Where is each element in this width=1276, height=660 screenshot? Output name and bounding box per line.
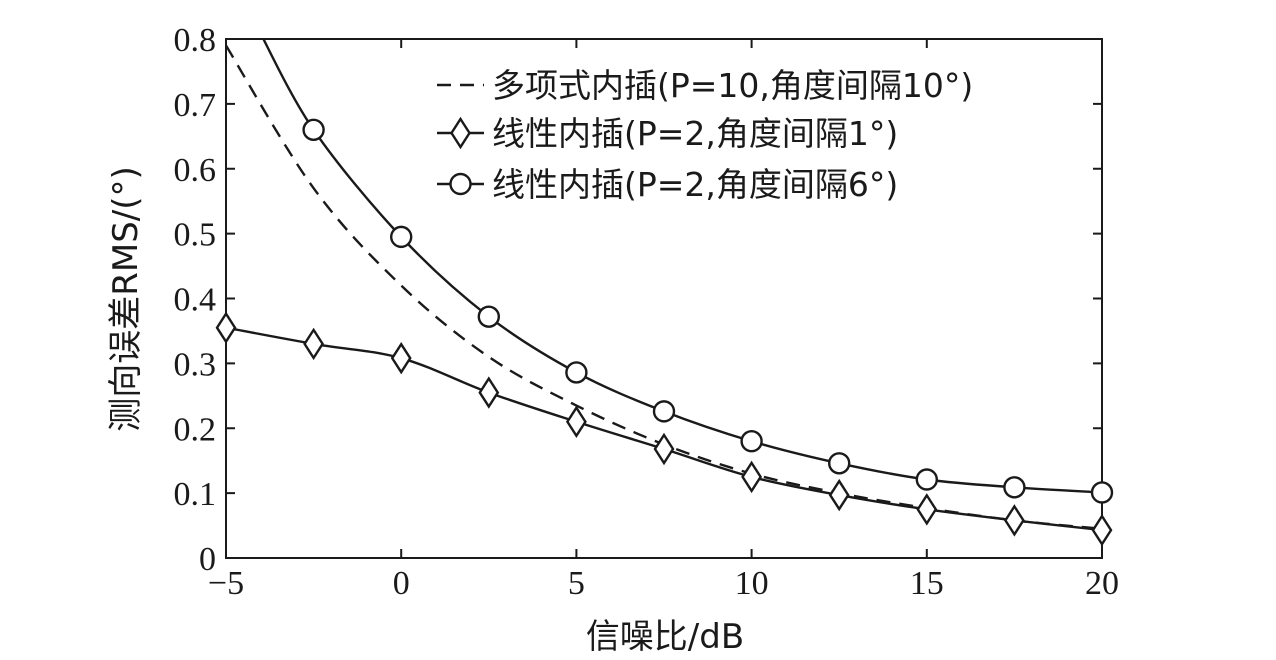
diamond-marker <box>215 311 237 344</box>
y-tick-label: 0.1 <box>174 476 217 513</box>
diamond-marker <box>450 116 471 150</box>
diamond-marker <box>1003 504 1025 537</box>
y-tick-label: 0.7 <box>174 87 217 124</box>
y-tick-label: 0.4 <box>174 282 217 319</box>
legend-entry-1: 多项式内插(P=10,角度间隔10°) <box>437 66 973 105</box>
y-tick-label: 0.5 <box>174 217 217 254</box>
legend-entry-2: 线性内插(P=2,角度间隔1°) <box>437 114 898 153</box>
diamond-marker <box>390 341 412 375</box>
series-2 <box>215 311 1113 547</box>
circle-marker <box>1090 481 1114 504</box>
x-tick-label: 20 <box>1085 565 1119 602</box>
diamond-marker <box>741 460 763 494</box>
y-axis-label: 测向误差RMS/(°) <box>106 166 146 432</box>
y-tick-label: 0.8 <box>174 22 217 59</box>
legend-label: 线性内插(P=2,角度间隔1°) <box>492 114 898 153</box>
diamond-marker <box>653 432 675 466</box>
series-3 <box>262 39 1114 504</box>
x-tick-label: 10 <box>735 565 769 602</box>
circle-marker <box>390 225 413 249</box>
series-layer <box>215 39 1114 547</box>
circle-marker <box>652 400 676 423</box>
x-axis-label: 信噪比/dB <box>586 617 744 657</box>
series-line <box>262 39 1102 494</box>
diamond-marker <box>478 376 500 409</box>
series-line <box>226 44 1102 531</box>
diamond-marker <box>303 327 325 361</box>
y-tick-label: 0.6 <box>174 152 217 189</box>
x-tick-label: 0 <box>393 565 410 602</box>
series-line <box>226 326 1102 532</box>
legend-entry-3: 线性内插(P=2,角度间隔6°) <box>437 165 898 204</box>
x-tick-label: 5 <box>568 565 585 602</box>
axis-ticks: 00.10.20.30.40.50.60.70.8−5 0 5 10 15 20 <box>174 22 1120 602</box>
circle-marker <box>565 361 588 384</box>
circle-marker <box>449 172 472 196</box>
diamond-marker <box>1091 513 1113 547</box>
circle-marker <box>740 430 763 453</box>
x-tick-label: 15 <box>910 565 944 602</box>
diamond-marker <box>828 478 850 512</box>
y-tick-label: 0.2 <box>174 411 217 448</box>
circle-marker <box>302 118 325 142</box>
x-tick-label: −5 <box>208 565 244 602</box>
y-tick-label: 0 <box>199 541 216 578</box>
circle-marker <box>477 305 500 328</box>
legend: 多项式内插(P=10,角度间隔10°) 线性内插(P=2,角度间隔1°) 线性内插(… <box>437 66 973 204</box>
y-tick-label: 0.3 <box>174 346 217 383</box>
circle-marker <box>828 452 851 475</box>
legend-label: 线性内插(P=2,角度间隔6°) <box>492 165 898 204</box>
legend-label: 多项式内插(P=10,角度间隔10°) <box>492 66 973 105</box>
diamond-marker <box>916 493 938 526</box>
circle-marker <box>1003 476 1026 499</box>
diamond-marker <box>565 405 587 438</box>
circle-marker <box>915 468 938 491</box>
series-1 <box>226 44 1102 531</box>
